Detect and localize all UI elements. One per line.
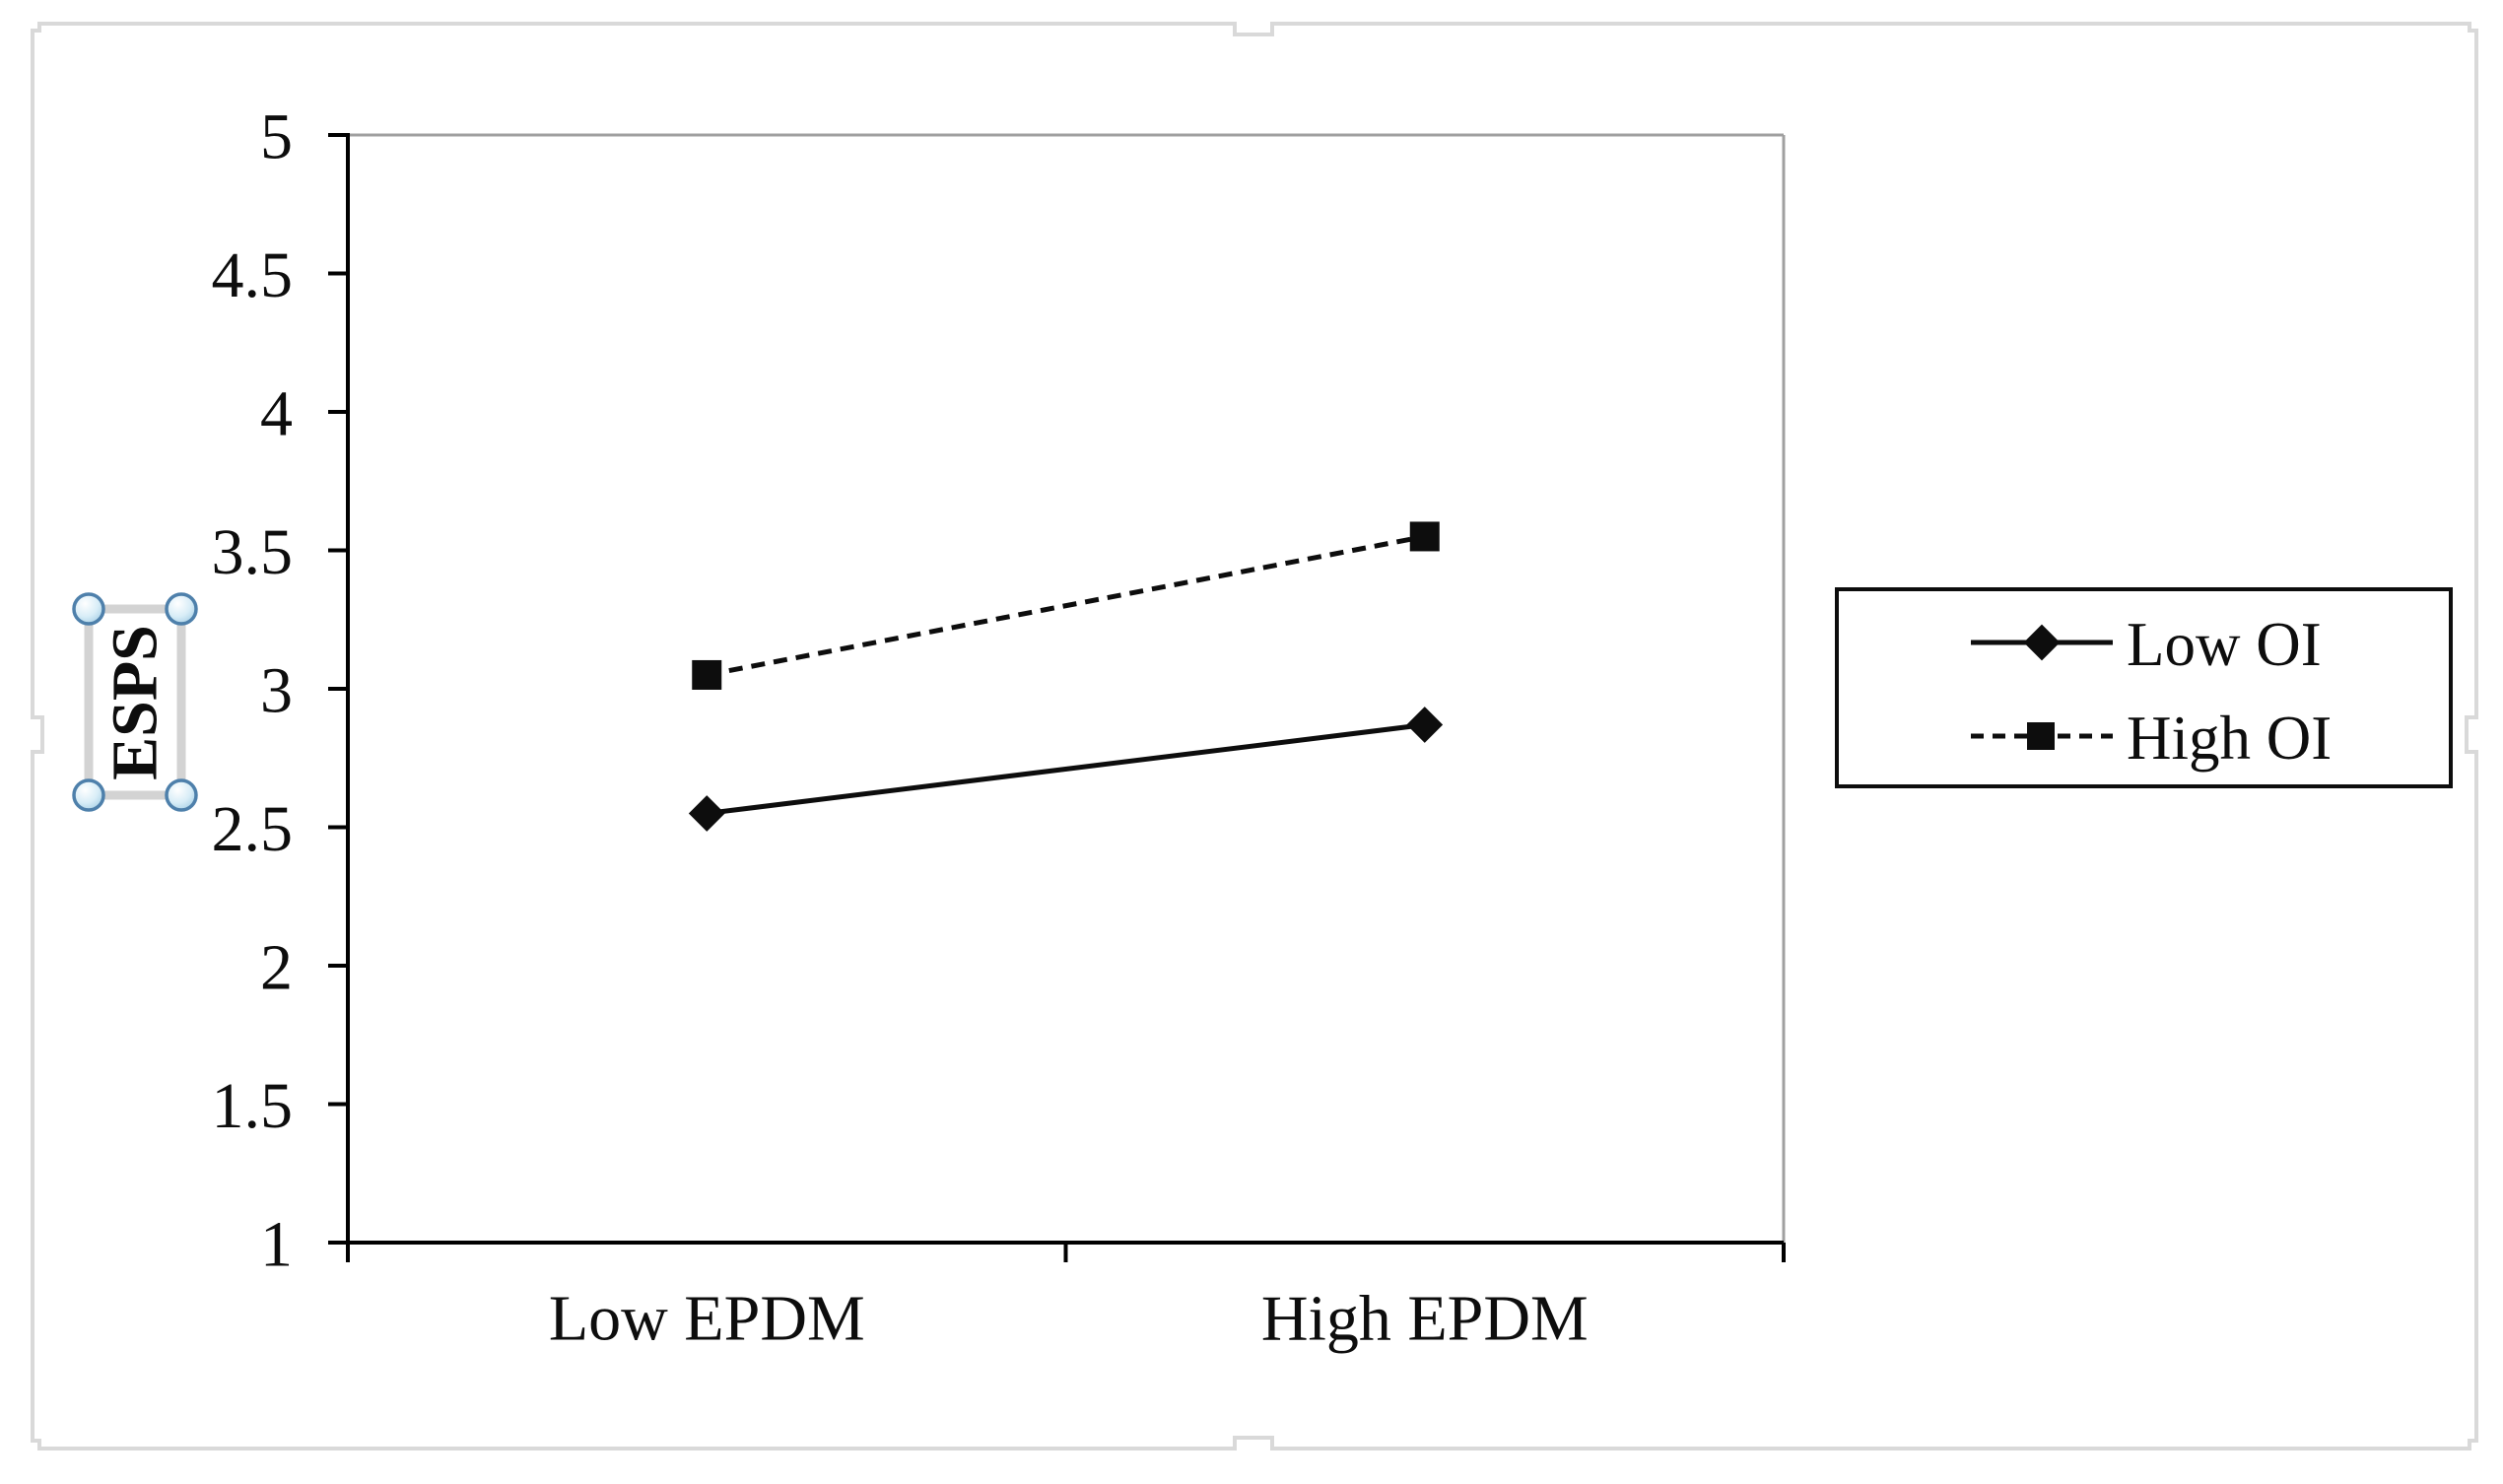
- y-tick-label: 3.5: [212, 516, 294, 588]
- legend-entry-low-oi[interactable]: Low OI: [1971, 610, 2322, 679]
- selection-handle-top-right[interactable]: [165, 592, 198, 626]
- y-axis-title-selection[interactable]: ESPS: [72, 592, 198, 812]
- legend-label-high-oi: High OI: [2127, 704, 2332, 773]
- legend-label-low-oi: Low OI: [2127, 610, 2322, 679]
- series-line-high-oi[interactable]: [706, 533, 1426, 678]
- legend-entry-high-oi[interactable]: High OI: [1971, 704, 2332, 773]
- y-tick-label: 1: [260, 1209, 293, 1281]
- data-point-diamond-low-oi[interactable]: [1406, 707, 1444, 743]
- x-axis-ticks: [346, 1243, 1786, 1262]
- y-tick-label: 2: [260, 932, 293, 1004]
- selection-handle-bottom-right[interactable]: [165, 778, 198, 812]
- y-tick-label: 5: [260, 101, 293, 173]
- selection-handle-bottom-left[interactable]: [72, 778, 105, 812]
- data-point-square-high-oi[interactable]: [1409, 521, 1440, 552]
- series-layer[interactable]: [688, 521, 1444, 832]
- y-axis-ticks: 5 4.5 4 3.5 3 2.5 2 1.5 1: [212, 101, 348, 1281]
- chart-object-border: [31, 22, 2478, 1450]
- x-axis[interactable]: Low EPDM High EPDM: [346, 1241, 1786, 1355]
- x-category-label: Low EPDM: [549, 1283, 865, 1355]
- data-point-diamond-low-oi[interactable]: [688, 795, 725, 832]
- plot-area-fill[interactable]: [348, 135, 1784, 1243]
- legend[interactable]: Low OI High OI: [1835, 587, 2453, 788]
- series-line-low-oi[interactable]: [706, 722, 1426, 816]
- selection-box[interactable]: [84, 604, 186, 800]
- data-point-square-high-oi[interactable]: [692, 659, 722, 690]
- plot-area[interactable]: [348, 133, 1786, 1243]
- legend-diamond-marker-icon: [2023, 624, 2061, 661]
- y-tick-label: 1.5: [212, 1070, 294, 1142]
- legend-square-marker-icon: [2027, 722, 2055, 750]
- y-axis[interactable]: 5 4.5 4 3.5 3 2.5 2 1.5 1: [212, 101, 350, 1281]
- y-tick-label: 2.5: [212, 793, 294, 865]
- selection-handle-top-left[interactable]: [72, 592, 105, 626]
- x-axis-category-labels: Low EPDM High EPDM: [549, 1283, 1589, 1355]
- y-tick-label: 4: [260, 378, 293, 450]
- y-tick-label: 3: [260, 655, 293, 727]
- legend-frame[interactable]: [1835, 587, 2453, 788]
- y-axis-title[interactable]: ESPS: [100, 625, 171, 780]
- x-category-label: High EPDM: [1261, 1283, 1589, 1355]
- y-tick-label: 4.5: [212, 239, 294, 311]
